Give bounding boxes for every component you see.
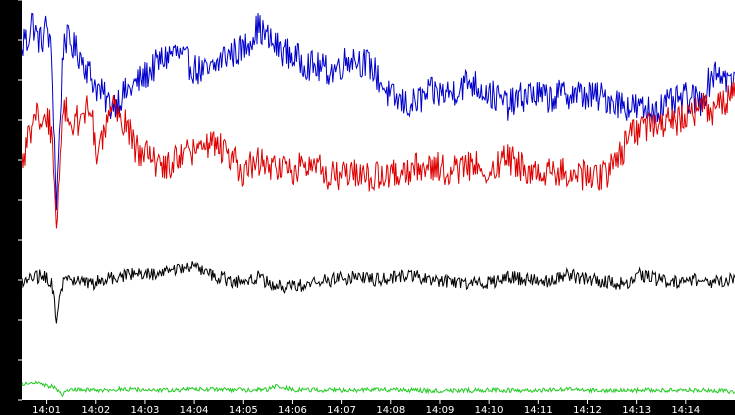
x-tick-label: 14:10 [475, 405, 504, 415]
x-tick-label: 14:01 [32, 405, 61, 415]
y-tick-label: 1630 [6, 347, 17, 372]
x-tick-label: 14:07 [327, 405, 356, 415]
y-tick-layer: 0 1630 3260 4890 6520 8151 9781 11411 13041 14671… [6, 0, 22, 401]
x-tick-label: 14:06 [278, 405, 307, 415]
x-tick-label: 14:12 [573, 405, 602, 415]
x-tick-label: 14:05 [229, 405, 258, 415]
y-tick-label: 13041 [6, 64, 17, 96]
series-layer [21, 12, 735, 398]
x-tick-label: 14:14 [671, 405, 700, 415]
x-tick-label: 14:09 [426, 405, 455, 415]
x-tick-label: 14:08 [376, 405, 405, 415]
y-tick-label: 6520 [6, 227, 17, 252]
x-axis-bar [0, 400, 735, 415]
y-tick-label: 3260 [6, 307, 17, 332]
y-tick-label: 9781 [6, 147, 17, 172]
series-line-3 [21, 261, 735, 324]
x-tick-label: 14:13 [622, 405, 651, 415]
series-line-1 [21, 12, 735, 211]
x-tick-layer: 14:01 14:02 14:03 14:04 14:05 14:06 14:07 14:08… [32, 400, 700, 415]
x-tick-label: 14:03 [130, 405, 159, 415]
y-tick-label: 0 [6, 392, 17, 398]
y-tick-label: 4890 [6, 267, 17, 292]
x-tick-label: 14:04 [180, 405, 209, 415]
y-tick-label: 16302 [6, 4, 17, 36]
series-line-2 [21, 81, 735, 229]
y-tick-label: 8151 [6, 187, 17, 212]
y-tick-label: 11411 [6, 104, 17, 136]
y-tick-label: 14671 [6, 24, 17, 56]
y-axis-bar [0, 0, 22, 415]
x-tick-label: 14:02 [81, 405, 110, 415]
series-line-4 [21, 380, 735, 398]
x-tick-label: 14:11 [524, 405, 553, 415]
